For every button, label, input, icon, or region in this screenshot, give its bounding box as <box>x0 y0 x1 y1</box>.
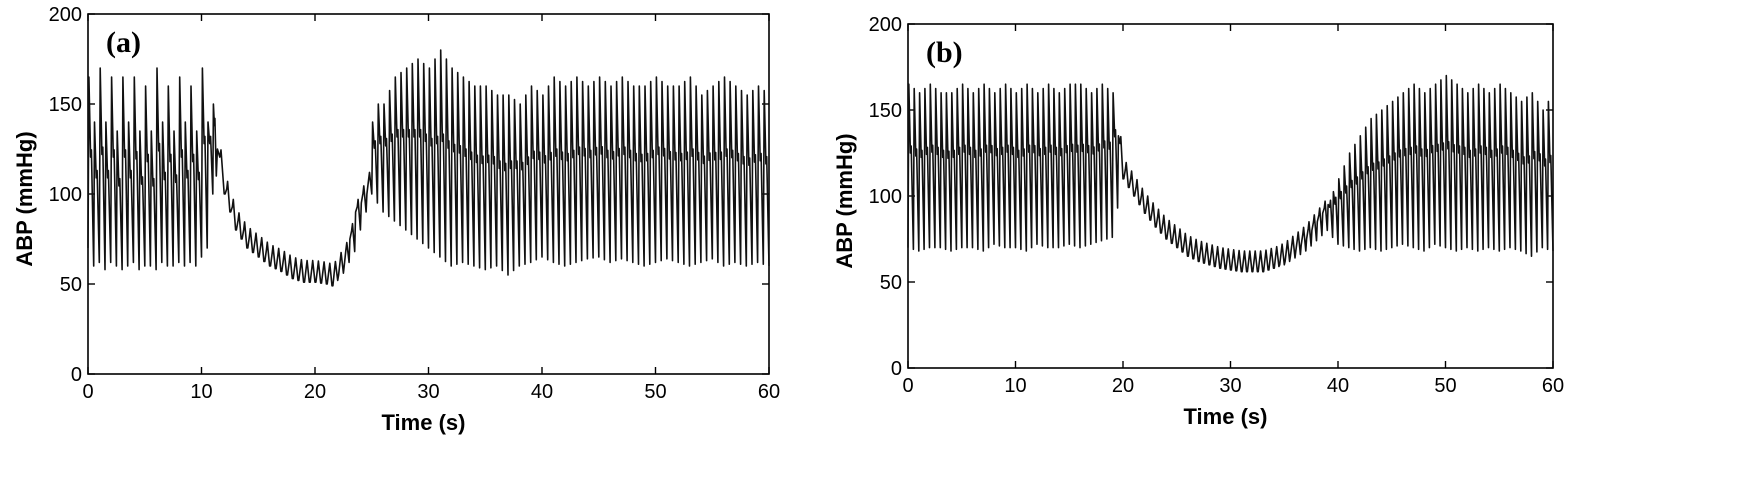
y-tick-label: 150 <box>869 100 902 122</box>
x-tick-label: 10 <box>190 381 212 403</box>
y-axis-label: ABP (mmHg) <box>12 131 37 266</box>
chart-panel-a: 0 10 20 30 40 50 60 0 50 100 150 200 Time (s) ABP (mm… <box>12 4 780 435</box>
x-tick-label: 0 <box>902 375 913 397</box>
panel-label: (a) <box>106 26 141 59</box>
x-tick-label: 30 <box>1219 375 1241 397</box>
x-tick-label: 0 <box>82 381 93 403</box>
y-tick-label: 200 <box>49 4 82 26</box>
abp-trace <box>87 49 770 287</box>
x-tick-label: 60 <box>758 381 780 403</box>
x-tick-label: 30 <box>417 381 439 403</box>
x-tick-label: 20 <box>304 381 326 403</box>
y-axis-label: ABP (mmHg) <box>832 133 857 268</box>
x-tick-label: 20 <box>1112 375 1134 397</box>
y-tick-label: 100 <box>869 186 902 208</box>
y-tick-label: 0 <box>891 358 902 380</box>
x-tick-label: 60 <box>1542 375 1564 397</box>
chart-panel-b: 0 10 20 30 40 50 60 0 50 100 150 200 Time (s) ABP (mm… <box>832 14 1564 429</box>
x-tick-label: 10 <box>1004 375 1026 397</box>
y-tick-label: 100 <box>49 184 82 206</box>
x-axis-label: Time (s) <box>382 410 466 435</box>
y-tick-label: 200 <box>869 14 902 36</box>
panel-label: (b) <box>926 36 963 69</box>
x-tick-label: 50 <box>1434 375 1456 397</box>
y-tick-label: 0 <box>71 364 82 386</box>
y-tick-label: 150 <box>49 94 82 116</box>
x-tick-label: 40 <box>531 381 553 403</box>
x-tick-label: 40 <box>1327 375 1349 397</box>
x-axis-label: Time (s) <box>1184 404 1268 429</box>
y-tick-label: 50 <box>880 272 902 294</box>
y-tick-label: 50 <box>60 274 82 296</box>
abp-trace <box>907 74 1554 273</box>
x-tick-label: 50 <box>644 381 666 403</box>
